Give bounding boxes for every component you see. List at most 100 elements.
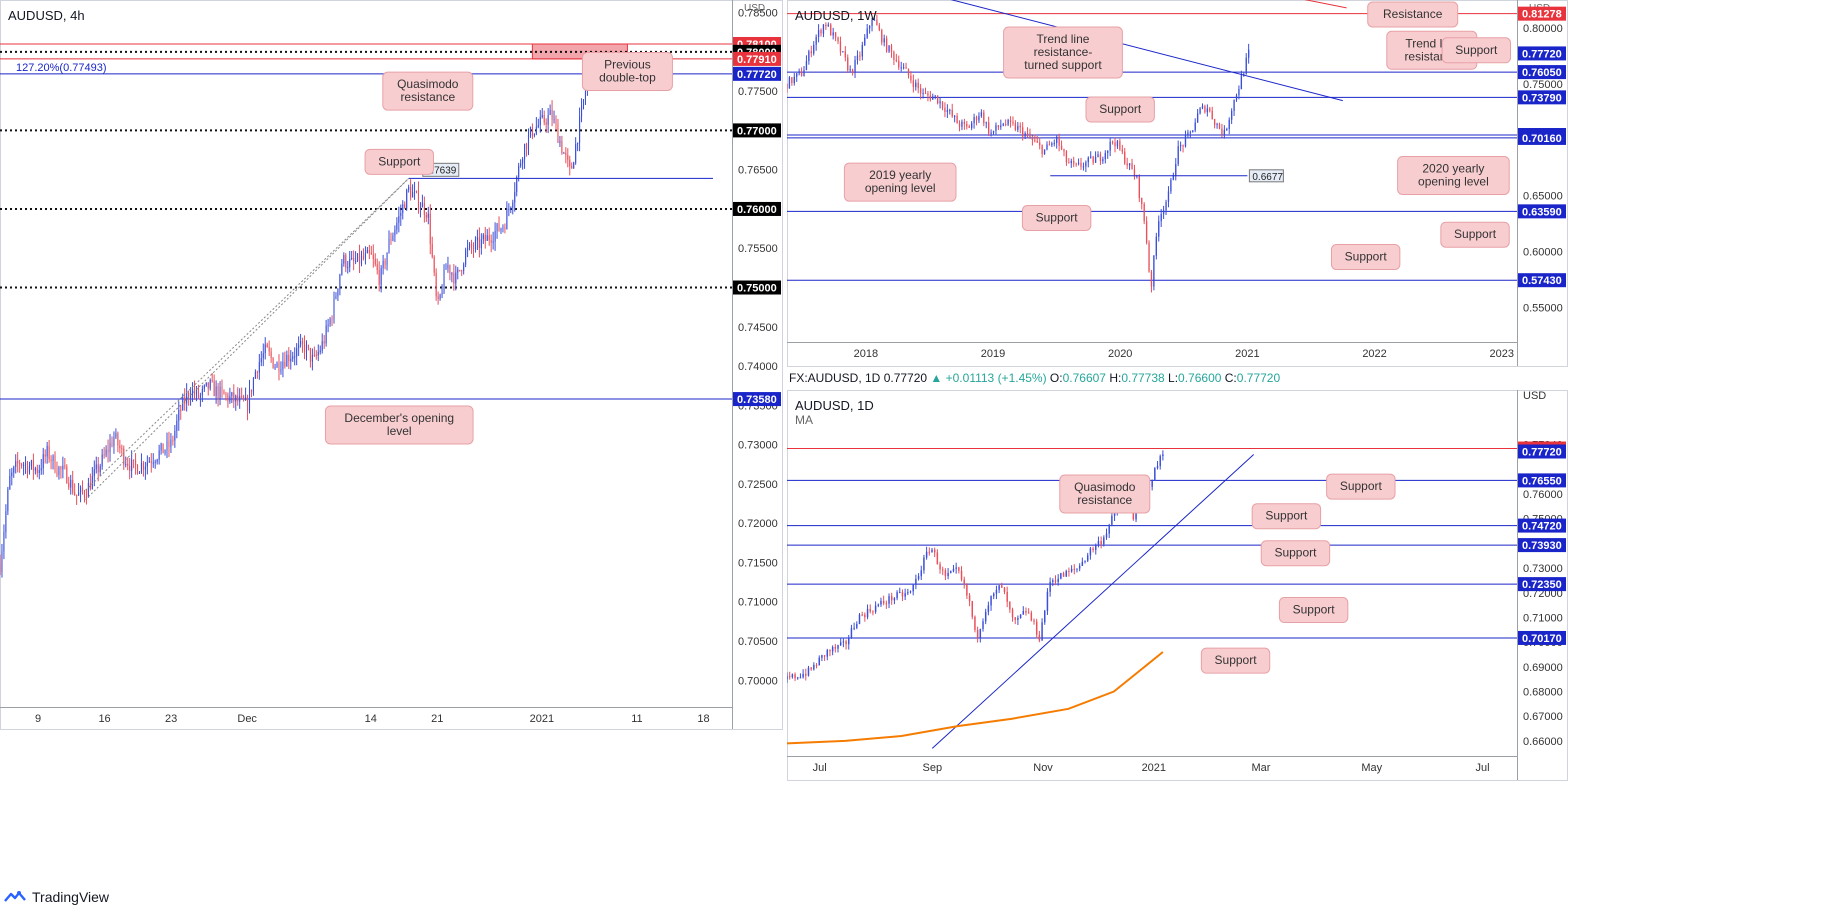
candle-body — [406, 189, 408, 209]
candle-body — [877, 604, 880, 606]
candle-body — [233, 392, 235, 402]
candle-body — [1235, 95, 1238, 100]
candle-body — [1148, 242, 1150, 272]
candle-body — [486, 235, 488, 241]
y-tick-label: 0.55000 — [1523, 302, 1563, 314]
candle-body — [60, 467, 62, 470]
candle-body — [1111, 141, 1114, 143]
candle-body — [15, 461, 17, 467]
candle-body — [52, 455, 54, 462]
candle-body — [520, 163, 522, 166]
candle-body — [472, 247, 475, 249]
candle-body — [333, 298, 335, 320]
candle-body — [191, 389, 194, 397]
candle-body — [258, 362, 260, 373]
info-bar: FX:AUDUSD, 1D 0.77720 ▲ +0.01113 (+1.45%… — [789, 371, 1280, 385]
candle-body — [1105, 533, 1108, 538]
callout-box — [1326, 473, 1396, 500]
candle-body — [74, 492, 76, 495]
y-tick-label: 0.75000 — [1523, 79, 1563, 91]
level-tag — [1518, 65, 1566, 80]
info-bar-part: 0.77720 — [1237, 371, 1281, 385]
level-tag — [1518, 473, 1566, 488]
candle-body — [327, 324, 329, 326]
candle-body — [264, 344, 266, 354]
candle-body — [427, 213, 429, 218]
candle-body — [248, 389, 251, 411]
candle-body — [1041, 622, 1043, 641]
candle-body — [388, 238, 390, 253]
candle-body — [1033, 620, 1035, 622]
callout: Support — [1251, 503, 1322, 530]
candle-body — [827, 24, 829, 27]
callout-box — [1003, 26, 1123, 79]
candle-body — [1077, 162, 1080, 164]
candle-body — [973, 117, 975, 124]
candle-body — [72, 479, 74, 493]
candle-body — [1011, 609, 1014, 618]
candle-body — [292, 356, 294, 359]
candle-body — [254, 371, 256, 379]
candle-body — [1111, 515, 1113, 525]
moving-average-line — [787, 651, 1164, 745]
chart-title: AUDUSD, 4h — [8, 8, 85, 23]
candle-body — [355, 261, 357, 263]
candle-body — [347, 267, 349, 269]
candle-body — [48, 445, 50, 460]
candle-body — [895, 59, 898, 61]
x-tick-label: 2021 — [1235, 348, 1259, 360]
candle-body — [563, 152, 565, 154]
callout-text: Trend line — [1037, 32, 1090, 46]
level-tag-label: 0.73930 — [1522, 540, 1562, 552]
candle-body — [1095, 545, 1097, 550]
candle-body — [1090, 156, 1092, 158]
candle-body — [404, 204, 406, 209]
candle-body — [917, 576, 920, 579]
candle-body — [807, 667, 810, 676]
level-tag-label: 0.75000 — [737, 283, 777, 295]
tradingview-logo-icon[interactable] — [4, 890, 26, 904]
candle-body — [449, 265, 451, 274]
callout-text: Support — [1265, 509, 1308, 523]
level-tag — [733, 392, 781, 407]
callout-box — [324, 405, 474, 445]
candle-body — [805, 673, 807, 676]
candle-body — [787, 83, 788, 89]
candle-body — [543, 115, 545, 123]
candle-body — [138, 471, 141, 474]
candle-body — [545, 122, 547, 125]
candle-body — [559, 140, 561, 144]
candle-body — [1206, 108, 1209, 113]
y-tick-label: 0.66000 — [1523, 736, 1563, 748]
candle-body — [1184, 135, 1187, 147]
candle-body — [339, 274, 341, 289]
candle-body — [902, 67, 905, 69]
callout-box — [1278, 597, 1349, 624]
candle-body — [123, 448, 125, 465]
level-tag — [1518, 538, 1566, 553]
candle-body — [849, 69, 851, 71]
candle-body — [1056, 136, 1058, 144]
candle-body — [998, 585, 1000, 590]
candle-body — [946, 110, 949, 112]
candle-body — [345, 255, 347, 268]
candle-body — [1159, 456, 1161, 466]
candle-body — [1131, 163, 1133, 170]
candle-body — [54, 455, 56, 472]
info-bar-part: +0.01113 (+1.45%) — [946, 371, 1050, 385]
candle-body — [453, 273, 455, 284]
candle-body — [995, 125, 997, 131]
candle-body — [394, 229, 396, 236]
candle-body — [1167, 191, 1170, 202]
candle-body — [1076, 568, 1078, 570]
candle-body — [488, 235, 490, 241]
candle-body — [837, 37, 839, 42]
candle-body — [907, 592, 909, 594]
candle-body — [150, 461, 152, 463]
candle-body — [539, 117, 541, 126]
candle-body — [936, 95, 939, 104]
level-tag — [733, 201, 781, 216]
candle-body — [1022, 611, 1025, 615]
footer-brand[interactable]: TradingView — [32, 889, 110, 905]
candle-body — [469, 243, 471, 248]
